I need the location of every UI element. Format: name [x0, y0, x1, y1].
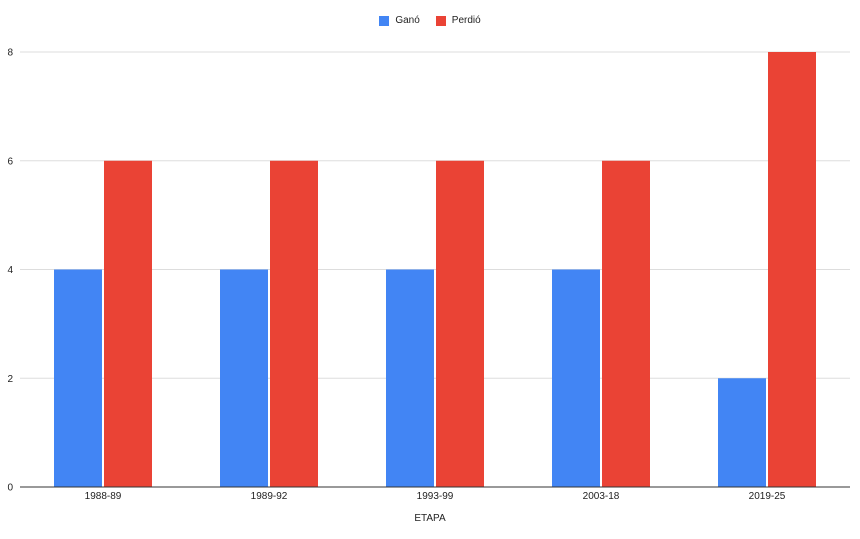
bar-gano[interactable]: [552, 269, 600, 488]
legend-item-perdio[interactable]: Perdió: [435, 15, 481, 26]
legend-item-gano[interactable]: Ganó: [379, 15, 420, 26]
x-tick-label: 1988-89: [85, 491, 122, 502]
bars: [54, 52, 816, 487]
legend-swatch-perdio: [435, 15, 446, 26]
bar-perdio[interactable]: [270, 160, 318, 487]
bar-perdio[interactable]: [768, 52, 816, 487]
x-tick-label: 2019-25: [749, 491, 786, 502]
bar-perdio[interactable]: [602, 160, 650, 487]
bar-perdio[interactable]: [104, 160, 152, 487]
bar-gano[interactable]: [54, 269, 102, 488]
y-tick-label: 8: [7, 48, 13, 59]
x-axis-title: ETAPA: [414, 513, 446, 524]
y-tick-label: 4: [7, 265, 13, 276]
gridlines: [20, 51, 850, 379]
y-tick-label: 0: [7, 483, 13, 494]
legend-label-gano: Ganó: [395, 15, 420, 26]
y-tick-label: 6: [7, 156, 13, 167]
legend-swatch-gano: [379, 15, 390, 26]
x-tick-label: 1993-99: [417, 491, 454, 502]
legend: Ganó Perdió: [0, 15, 860, 26]
x-axis-ticks: 1988-89 1989-92 1993-99 2003-18 2019-25: [85, 491, 786, 502]
bar-gano[interactable]: [220, 269, 268, 488]
bar-gano[interactable]: [718, 378, 766, 487]
bar-gano[interactable]: [386, 269, 434, 488]
y-axis-ticks: 0 2 4 6 8: [7, 48, 13, 494]
x-tick-label: 2003-18: [583, 491, 620, 502]
bar-perdio[interactable]: [436, 160, 484, 487]
legend-label-perdio: Perdió: [451, 15, 481, 26]
y-tick-label: 2: [7, 374, 13, 385]
x-tick-label: 1989-92: [251, 491, 288, 502]
